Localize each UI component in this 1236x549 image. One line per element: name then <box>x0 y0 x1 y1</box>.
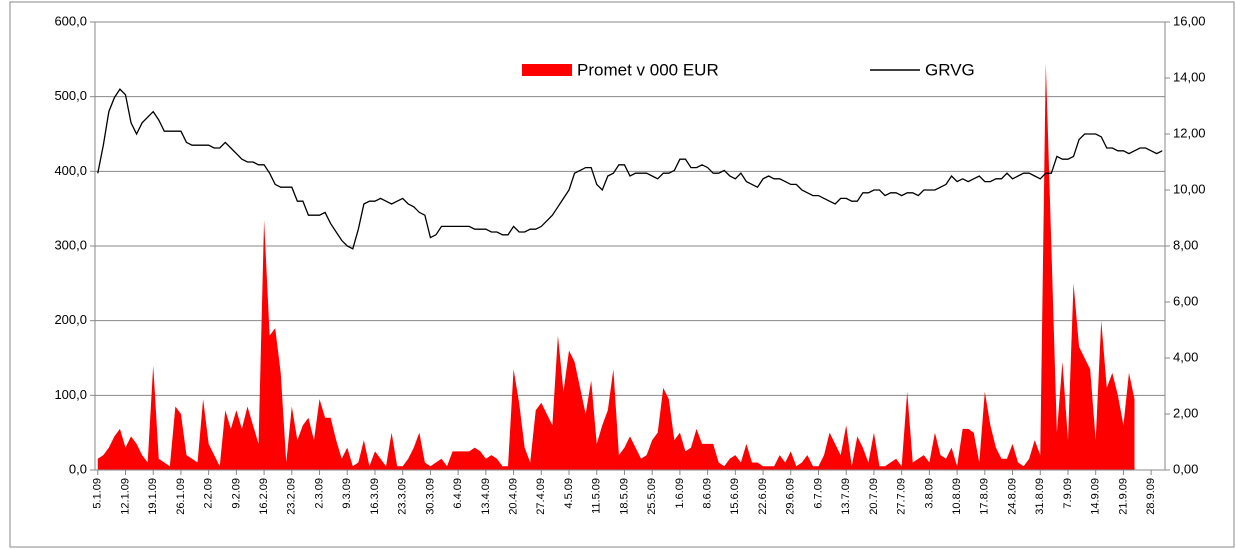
plot-frame <box>94 21 1166 471</box>
chart-frame <box>9 1 1235 548</box>
y-tick-label: 400,0 <box>54 163 87 178</box>
y2-tick-label: 4,00 <box>1173 349 1198 364</box>
x-tick-label: 23.2.09 <box>286 478 298 515</box>
x-tick-label: 9.2.09 <box>230 478 242 509</box>
x-tick-label: 21.9.09 <box>1117 478 1129 515</box>
x-tick-label: 12.1.09 <box>119 478 131 515</box>
y-tick-label: 300,0 <box>54 237 87 252</box>
x-tick-label: 7.9.09 <box>1062 478 1074 509</box>
x-tick-label: 22.6.09 <box>757 478 769 515</box>
x-tick-label: 26.1.09 <box>175 478 187 515</box>
y-tick-label: 100,0 <box>54 387 87 402</box>
x-tick-label: 25.5.09 <box>646 478 658 515</box>
x-tick-label: 10.8.09 <box>951 478 963 515</box>
x-tick-label: 3.8.09 <box>923 478 935 509</box>
x-tick-label: 27.7.09 <box>896 478 908 515</box>
x-tick-label: 19.1.09 <box>147 478 159 515</box>
legend-swatch <box>522 64 572 76</box>
x-tick-label: 4.5.09 <box>563 478 575 509</box>
y2-tick-label: 8,00 <box>1173 237 1198 252</box>
x-tick-label: 18.5.09 <box>618 478 630 515</box>
y2-tick-label: 0,00 <box>1173 461 1198 476</box>
y2-tick-label: 2,00 <box>1173 405 1198 420</box>
x-tick-label: 31.8.09 <box>1034 478 1046 515</box>
y-tick-label: 0,0 <box>69 461 87 476</box>
x-tick-label: 9.3.09 <box>341 478 353 509</box>
x-tick-label: 6.7.09 <box>812 478 824 509</box>
x-tick-label: 14.9.09 <box>1090 478 1102 515</box>
x-tick-label: 2.2.09 <box>203 478 215 509</box>
y2-tick-label: 10,00 <box>1173 181 1206 196</box>
y2-tick-label: 12,00 <box>1173 125 1206 140</box>
x-tick-label: 11.5.09 <box>591 478 603 514</box>
x-tick-label: 5.1.09 <box>92 478 104 509</box>
x-tick-label: 6.4.09 <box>452 478 464 509</box>
x-tick-label: 27.4.09 <box>535 478 547 515</box>
x-tick-label: 2.3.09 <box>313 478 325 509</box>
x-tick-label: 17.8.09 <box>979 478 991 515</box>
x-tick-label: 8.6.09 <box>702 478 714 509</box>
area <box>97 63 1135 471</box>
x-tick-label: 29.6.09 <box>785 478 797 515</box>
x-tick-label: 16.3.09 <box>369 478 381 515</box>
legend-label: GRVG <box>925 60 975 79</box>
x-tick-label: 24.8.09 <box>1006 478 1018 515</box>
y-tick-label: 200,0 <box>54 312 87 327</box>
x-tick-label: 30.3.09 <box>424 478 436 515</box>
x-tick-label: 1.6.09 <box>674 478 686 509</box>
y-tick-label: 600,0 <box>54 13 87 28</box>
legend-label: Promet v 000 EUR <box>577 60 719 79</box>
y2-tick-label: 6,00 <box>1173 293 1198 308</box>
x-tick-label: 20.4.09 <box>507 478 519 515</box>
x-tick-label: 16.2.09 <box>258 478 270 515</box>
x-tick-label: 28.9.09 <box>1145 478 1157 515</box>
x-tick-label: 13.7.09 <box>840 478 852 515</box>
y-tick-label: 500,0 <box>54 88 87 103</box>
x-tick-label: 23.3.09 <box>397 478 409 515</box>
y2-tick-label: 14,00 <box>1173 69 1206 84</box>
x-tick-label: 15.6.09 <box>729 478 741 515</box>
x-tick-label: 13.4.09 <box>480 478 492 515</box>
y2-tick-label: 16,00 <box>1173 13 1206 28</box>
line <box>97 88 1163 250</box>
x-tick-label: 20.7.09 <box>868 478 880 515</box>
